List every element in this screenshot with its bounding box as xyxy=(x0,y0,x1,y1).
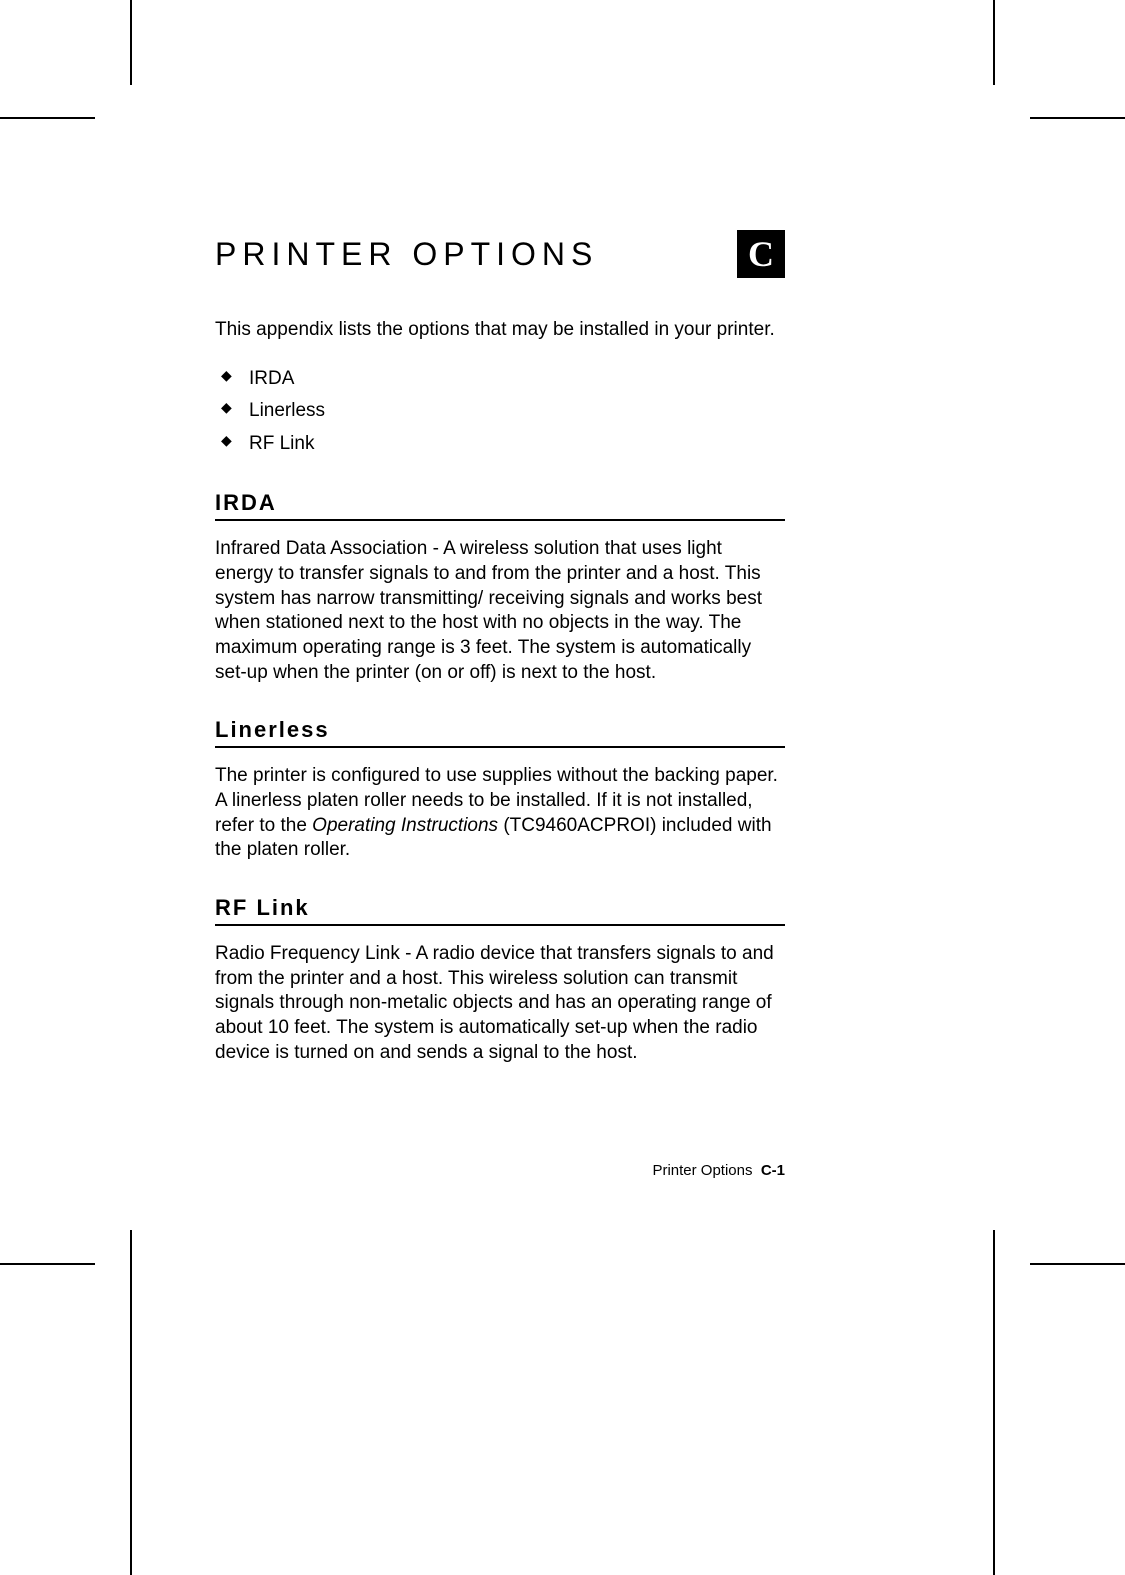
page-footer: Printer Options C-1 xyxy=(652,1162,785,1179)
crop-mark xyxy=(0,117,95,119)
intro-text: This appendix lists the options that may… xyxy=(215,318,785,343)
footer-page-number: C-1 xyxy=(757,1162,785,1179)
appendix-box: C xyxy=(737,230,785,278)
section-text-irda: Infrared Data Association - A wireless s… xyxy=(215,537,785,685)
italic-text: Operating Instructions xyxy=(312,815,498,836)
crop-mark xyxy=(130,1230,132,1575)
list-item: Linerless xyxy=(215,397,785,426)
section-heading-irda: IRDA xyxy=(215,490,785,521)
crop-mark xyxy=(1030,1263,1125,1265)
crop-mark xyxy=(993,1230,995,1575)
page-title: PRINTER OPTIONS xyxy=(215,236,598,273)
section-text-linerless: The printer is configured to use supplie… xyxy=(215,764,785,863)
section-text-rflink: Radio Frequency Link - A radio device th… xyxy=(215,942,785,1065)
title-row: PRINTER OPTIONS C xyxy=(215,230,785,278)
crop-mark xyxy=(993,0,995,85)
crop-mark xyxy=(130,0,132,85)
crop-mark xyxy=(1030,117,1125,119)
list-item: RF Link xyxy=(215,430,785,459)
section-heading-linerless: Linerless xyxy=(215,717,785,748)
bullet-list: IRDA Linerless RF Link xyxy=(215,365,785,459)
crop-mark xyxy=(0,1263,95,1265)
footer-label: Printer Options xyxy=(652,1162,752,1179)
page-content: PRINTER OPTIONS C This appendix lists th… xyxy=(215,230,785,1098)
list-item: IRDA xyxy=(215,365,785,394)
footer-page-value: C-1 xyxy=(761,1162,785,1179)
section-heading-rflink: RF Link xyxy=(215,895,785,926)
